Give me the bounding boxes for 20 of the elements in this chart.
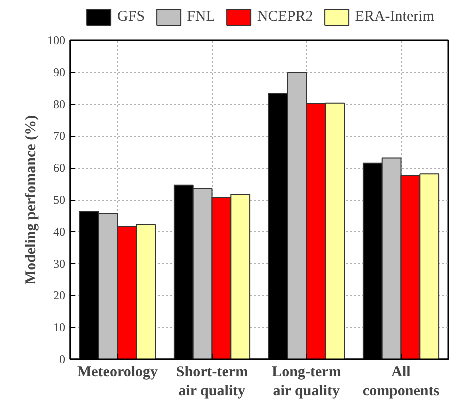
legend-label: ERA-Interim bbox=[355, 8, 434, 26]
x-tick-label: Meteorology bbox=[77, 364, 159, 380]
x-tick-label: All components bbox=[362, 364, 440, 400]
y-tick-label: 50 bbox=[54, 193, 66, 207]
y-tick-label: 0 bbox=[60, 352, 66, 366]
y-tick-label: 80 bbox=[54, 97, 66, 112]
y-tick-label: 90 bbox=[54, 65, 66, 80]
x-tick-label: Long-term air quality bbox=[272, 364, 342, 400]
x-tick-label: Short-term air quality bbox=[176, 364, 249, 400]
y-tick-label: 30 bbox=[54, 256, 66, 271]
legend-label: GFS bbox=[118, 8, 146, 26]
y-tick-label: 70 bbox=[54, 129, 66, 144]
legend-label: NCEPR2 bbox=[257, 8, 314, 26]
y-tick-label: 10 bbox=[54, 320, 66, 335]
y-tick-label: 40 bbox=[54, 224, 66, 239]
y-tick-label: 20 bbox=[54, 288, 66, 303]
y-tick-label: 60 bbox=[54, 161, 66, 176]
y-tick-label: 100 bbox=[48, 34, 66, 48]
legend-label: FNL bbox=[187, 8, 216, 26]
y-axis-title: Modeling perfomance (%) bbox=[24, 115, 40, 285]
